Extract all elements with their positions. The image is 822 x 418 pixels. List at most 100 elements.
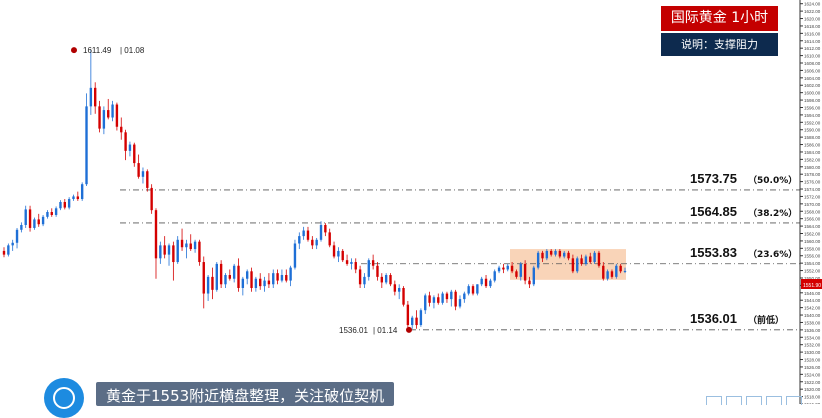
candle — [176, 236, 179, 264]
price-chart: 1573.75 （50.0%） 1564.85 （38.2%） 1553.83 （23.6… — [2, 0, 822, 404]
candle — [311, 236, 314, 250]
y-tick-label: 1586.00 — [804, 143, 821, 148]
candle — [54, 206, 58, 217]
candle — [24, 205, 27, 228]
candle — [46, 210, 49, 219]
y-tick-label: 1530.00 — [804, 350, 821, 355]
candle — [454, 289, 457, 311]
chart-subtitle: 说明：支撑阻力 — [661, 33, 778, 56]
y-tick-label: 1572.00 — [804, 194, 821, 199]
candle — [493, 269, 496, 283]
candle — [463, 291, 466, 303]
toolbar-icon[interactable] — [726, 396, 742, 405]
candle — [232, 263, 236, 283]
candle — [159, 241, 162, 264]
caption-banner: 黄金于1553附近横盘整理，关注破位契机 — [96, 382, 395, 406]
extreme-price-label: 1611.49 — [83, 46, 112, 55]
candle — [350, 258, 353, 270]
y-tick-label: 1570.00 — [804, 202, 821, 207]
y-tick-label: 1618.00 — [804, 24, 821, 29]
y-tick-label: 1536.00 — [804, 328, 821, 333]
candle — [107, 98, 110, 120]
candle — [593, 250, 596, 264]
candle — [202, 256, 205, 309]
candle — [393, 280, 397, 296]
candle — [480, 276, 483, 287]
candle — [306, 226, 310, 242]
candle — [154, 208, 158, 279]
candle — [98, 100, 101, 133]
candle — [324, 223, 327, 237]
y-tick-label: 1620.00 — [804, 17, 821, 22]
candle — [120, 117, 123, 140]
candle — [315, 237, 318, 250]
candle — [554, 249, 557, 257]
candle — [536, 250, 540, 270]
candle — [237, 258, 240, 292]
candle — [489, 278, 492, 288]
candle — [59, 200, 62, 211]
candle — [293, 239, 297, 270]
y-tick-label: 1614.00 — [804, 39, 821, 44]
toolbar-icon[interactable] — [766, 396, 782, 405]
candle — [41, 214, 45, 227]
candle — [2, 247, 6, 258]
candle — [337, 247, 340, 263]
candle — [523, 260, 527, 285]
level-price-label: 1564.85 — [690, 204, 737, 219]
y-tick-label: 1624.00 — [804, 2, 821, 7]
candle — [94, 82, 97, 114]
y-tick-label: 1600.00 — [804, 91, 821, 96]
candle — [137, 154, 140, 179]
candle — [276, 269, 279, 285]
candle — [63, 199, 66, 210]
y-tick-label: 1602.00 — [804, 83, 821, 88]
candle — [167, 243, 171, 266]
candle — [302, 226, 305, 240]
y-tick-label: 1598.00 — [804, 98, 821, 103]
candle — [272, 269, 275, 288]
candle — [11, 239, 14, 251]
y-tick-label: 1622.00 — [804, 9, 821, 14]
candle — [241, 276, 245, 296]
candle — [206, 275, 210, 301]
candle — [215, 262, 218, 292]
candle — [115, 102, 119, 131]
y-tick-label: 1606.00 — [804, 68, 821, 73]
candle — [397, 284, 401, 300]
y-tick-label: 1580.00 — [804, 165, 821, 170]
y-tick-label: 1518.00 — [804, 395, 821, 400]
candle — [545, 249, 549, 261]
y-tick-label: 1608.00 — [804, 61, 821, 66]
candle — [133, 142, 136, 167]
candle — [332, 241, 336, 259]
toolbar-icon[interactable] — [786, 396, 802, 405]
candle — [345, 254, 349, 266]
candle — [506, 263, 509, 272]
y-tick-label: 1550.00 — [804, 276, 821, 281]
candle — [358, 265, 362, 288]
candle — [571, 254, 575, 274]
candle — [458, 295, 462, 309]
y-tick-label: 1576.00 — [804, 180, 821, 185]
brand-logo — [44, 378, 84, 418]
y-tick-label: 1532.00 — [804, 343, 821, 348]
y-tick-label: 1562.00 — [804, 232, 821, 237]
candle — [476, 284, 479, 296]
candle — [72, 194, 75, 201]
candle — [180, 228, 184, 251]
y-tick-label: 1538.00 — [804, 320, 821, 325]
candle — [589, 252, 592, 264]
toolbar-icon[interactable] — [706, 396, 722, 405]
extreme-marker — [71, 47, 77, 54]
candle — [267, 273, 271, 288]
candle — [289, 265, 292, 287]
toolbar-icon[interactable] — [746, 396, 762, 405]
candle — [515, 269, 518, 279]
candle — [280, 269, 284, 283]
y-tick-label: 1542.00 — [804, 306, 821, 311]
y-tick-label: 1522.00 — [804, 380, 821, 385]
extreme-marker — [406, 326, 412, 333]
y-tick-label: 1604.00 — [804, 76, 821, 81]
y-tick-label: 1520.00 — [804, 387, 821, 392]
